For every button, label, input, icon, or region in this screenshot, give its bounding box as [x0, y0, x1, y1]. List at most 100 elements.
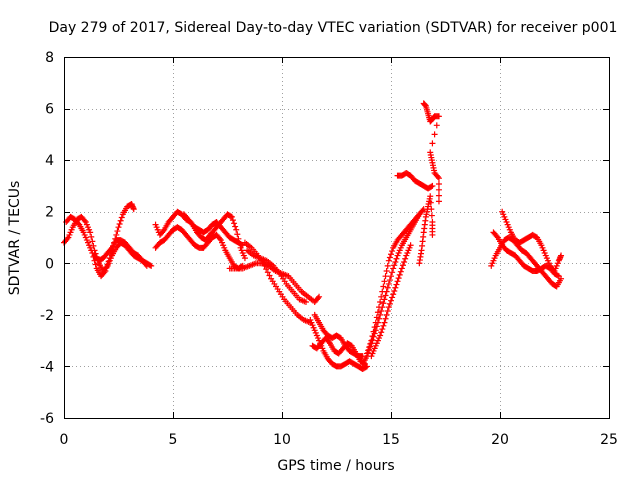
data-point: [377, 332, 384, 339]
data-point: [87, 229, 94, 236]
data-point-fill: [142, 261, 149, 268]
data-point-fill: [419, 207, 426, 214]
data-point: [385, 304, 392, 311]
data-point-fill: [401, 258, 408, 265]
data-point-fill: [114, 228, 121, 235]
data-point: [106, 255, 113, 262]
data-point-fill: [383, 311, 390, 318]
y-tick-label: -2: [40, 308, 54, 324]
data-point-fill: [391, 262, 398, 269]
data-point: [381, 319, 388, 326]
data-point: [429, 182, 436, 189]
data-point-fill: [117, 217, 124, 224]
x-tick-label: 15: [382, 432, 400, 448]
data-point: [398, 265, 405, 272]
data-point-fill: [92, 261, 99, 268]
data-point-fill: [376, 304, 383, 311]
data-point-fill: [393, 255, 400, 262]
data-point: [302, 298, 309, 305]
data-point: [377, 298, 384, 305]
data-point-fill: [188, 220, 195, 227]
data-point: [228, 213, 235, 220]
data-point-fill: [388, 273, 394, 280]
data-point-fill: [392, 284, 399, 291]
data-point-fill: [379, 326, 386, 333]
data-point-fill: [113, 231, 120, 238]
data-point-fill: [428, 212, 435, 219]
data-point-fill: [264, 269, 271, 276]
data-point-fill: [105, 258, 112, 265]
data-point: [368, 337, 375, 344]
data-point-fill: [386, 300, 393, 307]
data-point-fill: [386, 277, 393, 284]
data-point-fill: [434, 173, 441, 180]
data-point-fill: [234, 231, 241, 238]
data-point-fill: [395, 275, 402, 282]
y-tick-label: 6: [45, 102, 54, 118]
x-tick-label: 20: [491, 432, 509, 448]
x-tick-label: 5: [169, 432, 178, 448]
x-tick-label: 10: [273, 432, 291, 448]
data-points: [61, 100, 565, 373]
data-point-fill: [374, 309, 381, 316]
data-point-fill: [371, 324, 378, 331]
data-point-fill: [428, 183, 435, 190]
data-point-fill: [231, 220, 238, 227]
data-point-fill: [396, 271, 403, 278]
data-point-fill: [380, 300, 387, 307]
plot-frame: [64, 57, 610, 419]
data-point-fill: [116, 220, 123, 227]
data-point-fill: [325, 338, 332, 345]
data-point-fill: [104, 261, 111, 268]
data-point: [115, 224, 122, 231]
data-point-fill: [227, 213, 234, 220]
data-point: [381, 296, 388, 303]
y-tick-label: 8: [45, 50, 54, 66]
data-point-fill: [263, 266, 270, 273]
data-point-fill: [229, 217, 236, 224]
x-tick-label: 0: [60, 432, 69, 448]
data-point-fill: [378, 329, 385, 336]
data-point-fill: [369, 333, 376, 340]
data-point-fill: [81, 217, 88, 224]
data-point: [261, 262, 268, 269]
data-point-fill: [216, 235, 223, 242]
y-tick-label: 0: [45, 256, 54, 272]
data-point-fill: [232, 223, 239, 230]
data-point-fill: [101, 269, 108, 276]
data-point-fill: [389, 269, 396, 276]
data-point-fill: [389, 294, 396, 301]
data-point-fill: [382, 273, 389, 280]
data-point-fill: [365, 347, 372, 354]
data-point: [416, 211, 423, 218]
data-point-fill: [384, 307, 391, 314]
x-axis-label: GPS time / hours: [277, 458, 394, 474]
data-point-fill: [373, 314, 380, 321]
data-point-fill: [428, 206, 435, 213]
data-point-fill: [147, 262, 154, 269]
data-point-fill: [391, 288, 398, 295]
data-point: [381, 278, 388, 285]
y-axis-label: SDTVAR / TECUs: [7, 181, 23, 296]
data-point-fill: [378, 307, 385, 314]
data-point-fill: [118, 214, 125, 221]
x-tick-label: 25: [600, 432, 618, 448]
data-point-fill: [362, 364, 369, 371]
data-point-fill: [415, 212, 422, 219]
data-point-fill: [383, 268, 390, 275]
data-point-fill: [89, 238, 96, 245]
data-point-fill: [88, 233, 95, 240]
data-point-fill: [388, 297, 394, 304]
data-point: [427, 193, 434, 200]
data-point-fill: [314, 295, 321, 302]
data-point: [390, 291, 397, 298]
data-point: [394, 278, 401, 285]
data-point-fill: [75, 220, 82, 227]
data-point-fill: [64, 235, 71, 242]
data-point: [364, 350, 371, 357]
data-point: [143, 262, 150, 269]
data-point-fill: [370, 333, 377, 340]
y-tick-label: -6: [40, 411, 54, 427]
data-point-fill: [367, 340, 374, 347]
data-point-fill: [388, 251, 394, 258]
